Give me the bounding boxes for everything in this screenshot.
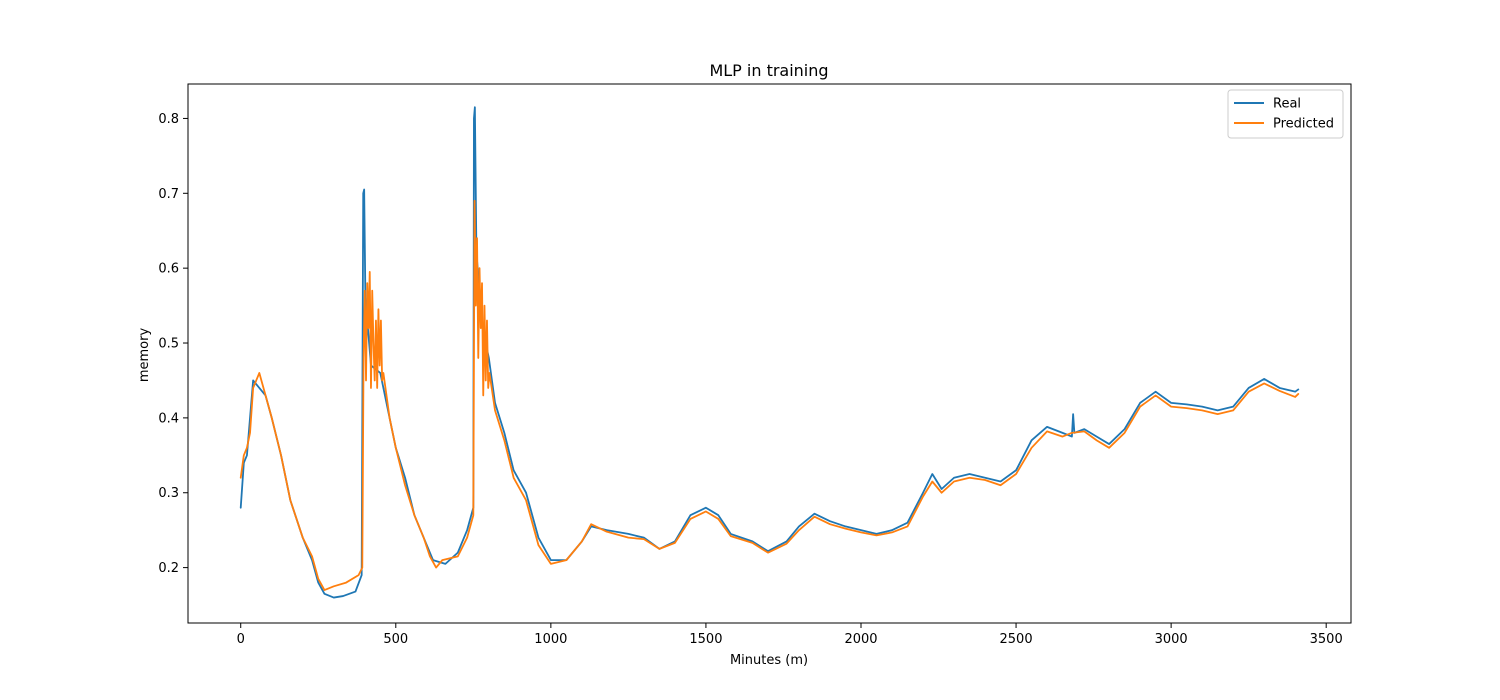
- x-tick-label: 3000: [1155, 632, 1188, 647]
- x-tick-label: 2500: [1000, 632, 1033, 647]
- legend-label: Real: [1273, 97, 1301, 112]
- series-line-predicted: [239, 199, 1300, 591]
- y-tick-label: 0.3: [158, 486, 179, 501]
- x-tick-label: 500: [383, 632, 408, 647]
- x-tick-label: 0: [237, 632, 245, 647]
- x-tick-label: 2000: [844, 632, 877, 647]
- y-tick-label: 0.4: [158, 411, 179, 426]
- y-axis-label: memory: [137, 328, 152, 383]
- x-tick-label: 1000: [534, 632, 567, 647]
- legend-label: Predicted: [1273, 117, 1334, 132]
- x-tick-label: 1500: [689, 632, 722, 647]
- legend: Real Predicted: [1227, 89, 1344, 139]
- x-tick-label: 3500: [1310, 632, 1343, 647]
- chart-title: MLP in training: [709, 61, 828, 80]
- y-tick-label: 0.5: [158, 337, 179, 352]
- series-line-real: [239, 106, 1300, 599]
- y-tick-label: 0.6: [158, 262, 179, 277]
- axis-ticks: 0 500 1000 1500 2000 2500 3000 3500 0.2 0.3 0.4 0.5…: [158, 112, 1342, 647]
- x-axis-label: Minutes (m): [730, 653, 808, 668]
- series-lines: [239, 106, 1300, 599]
- plot-frame: [187, 83, 1352, 624]
- y-tick-label: 0.7: [158, 187, 179, 202]
- y-tick-label: 0.8: [158, 112, 179, 127]
- y-tick-label: 0.2: [158, 561, 179, 576]
